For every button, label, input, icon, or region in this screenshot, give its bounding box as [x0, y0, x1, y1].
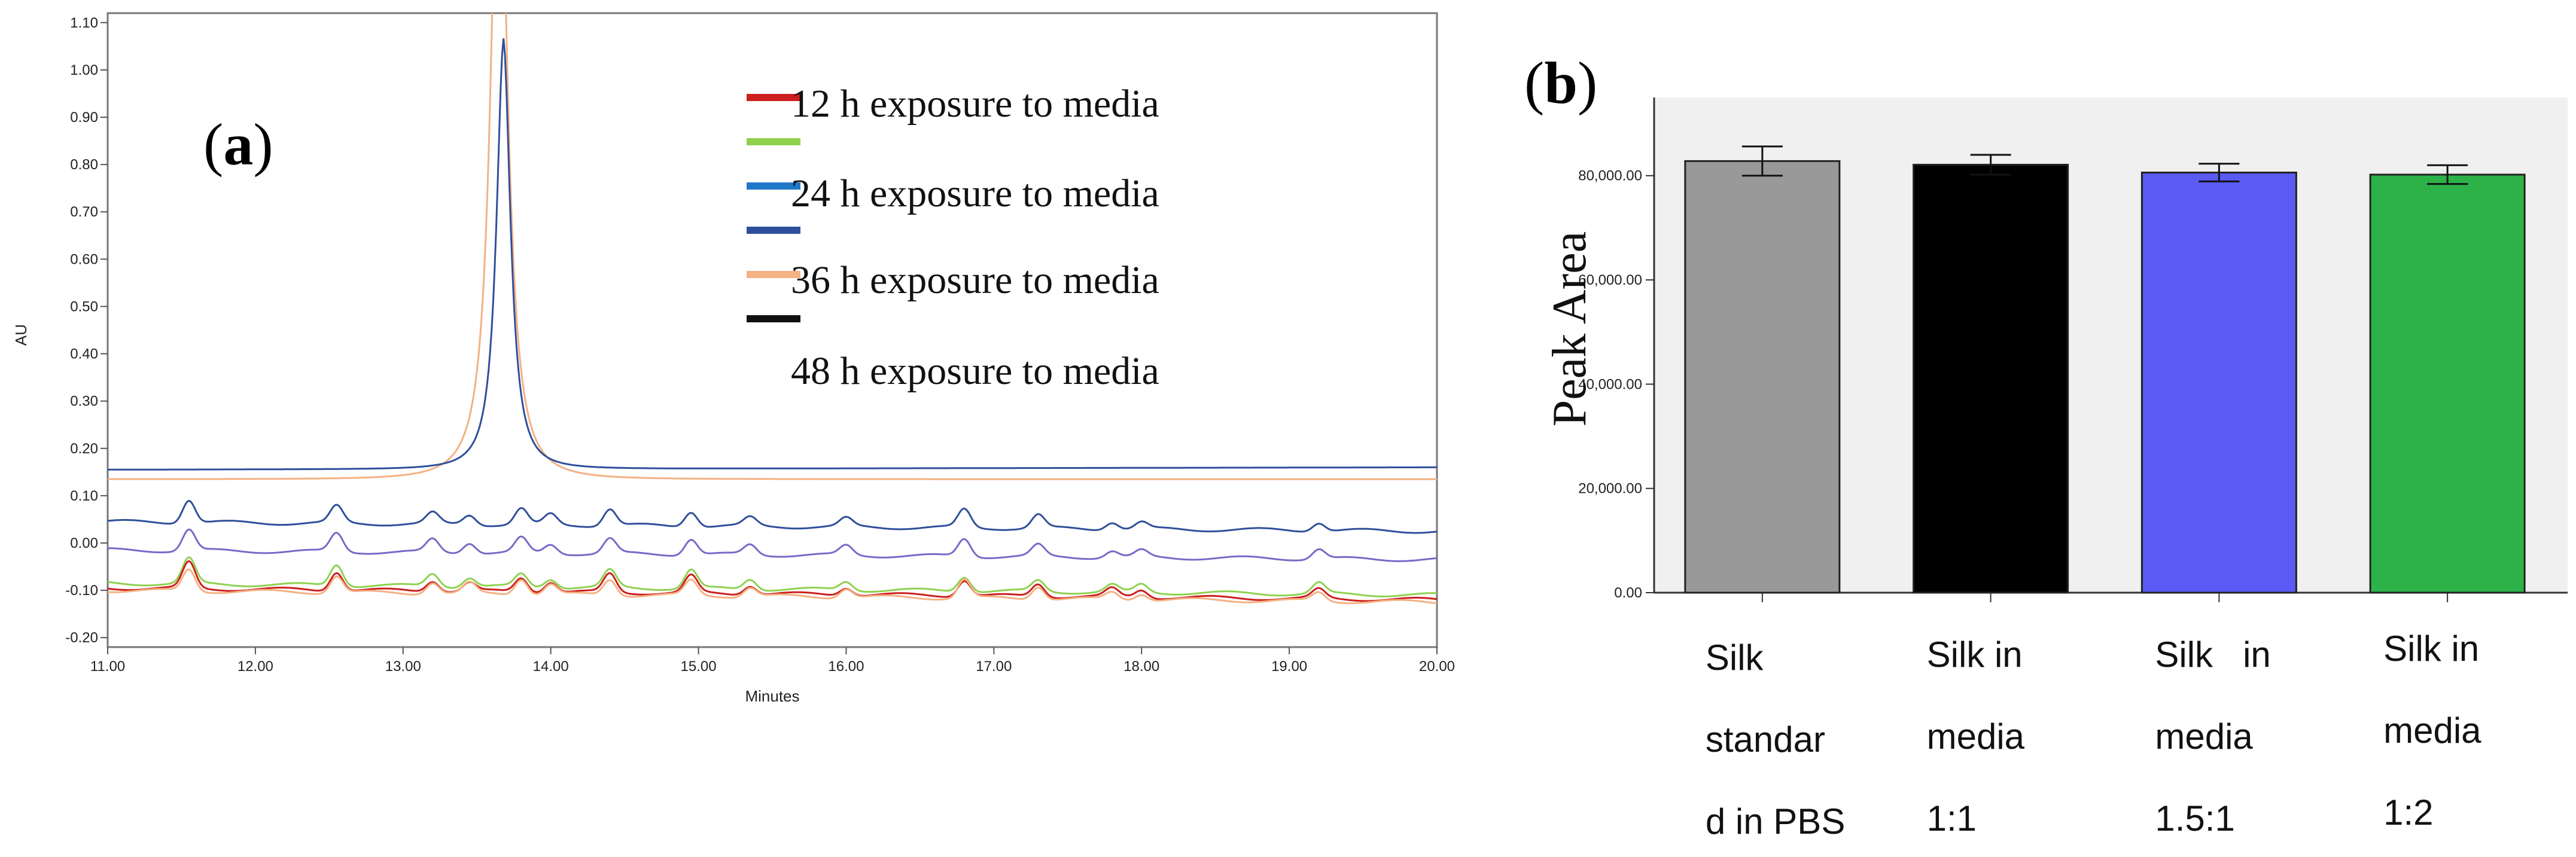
panel-label-a: (a)	[203, 111, 273, 178]
chart-a-legend-swatch	[747, 271, 800, 278]
chart-b-category-label: Silk in	[1927, 635, 2023, 675]
chart-a-legend-swatch	[747, 94, 800, 101]
chart-b-category-label: 1:2	[2383, 792, 2433, 832]
chart-a-xtick-label: 12.00	[237, 658, 273, 675]
panel-label-b-open: (	[1524, 50, 1544, 116]
chart-b-category-label: media	[2383, 710, 2481, 751]
panel-label-b-letter: b	[1544, 50, 1578, 116]
chart-b-category-label: media	[2155, 716, 2253, 757]
chart-a-xtick-label: 17.00	[976, 658, 1012, 675]
chart-a-ytick-label: 0.50	[70, 298, 98, 315]
chart-b-ytick-label: 20,000.00	[1578, 481, 1642, 497]
chart-b-category-label: Silk in	[2383, 629, 2479, 669]
chart-a-ytick-label: -0.20	[65, 630, 98, 646]
chart-b-category-label: d in PBS	[1706, 801, 1845, 841]
chart-b-bar	[2369, 173, 2526, 594]
chart-b-category-label: Silk in	[2155, 635, 2270, 675]
chart-b-ytick-label: 40,000.00	[1578, 376, 1642, 392]
chart-a-series-line	[108, 568, 1437, 605]
chart-b-category-label: media	[1927, 716, 2025, 757]
chart-b-bar	[1684, 160, 1841, 594]
chart-b-ytick-label: 0.00	[1614, 585, 1642, 601]
chart-a-ytick-label: -0.10	[65, 582, 98, 599]
chart-b-category-label: standar	[1706, 719, 1825, 760]
chart-b-category-label: Silk	[1706, 638, 1764, 678]
chart-a-xtick-label: 15.00	[681, 658, 717, 675]
chart-a-legend-swatch	[747, 315, 800, 322]
panel-label-a-open: (	[203, 111, 223, 178]
chart-a-ytick-label: 0.10	[70, 488, 98, 504]
chart-a-ytick-label: 0.20	[70, 441, 98, 457]
chart-a-legend-label: 12 h exposure to media	[791, 82, 1159, 126]
chart-b-bar	[2140, 172, 2297, 594]
chart-a-ytick-label: 0.40	[70, 346, 98, 362]
chart-a-legend: 12 h exposure to media 24 h exposure to m…	[747, 82, 1159, 393]
chart-a-xlabel: Minutes	[745, 687, 799, 705]
chart-a-ytick-label: 0.80	[70, 157, 98, 173]
chart-b-bar	[1913, 163, 2069, 594]
chart-a-ytick-label: 1.00	[70, 62, 98, 78]
chart-b-ytick-label: 80,000.00	[1578, 168, 1642, 184]
chart-a-series	[108, 13, 1437, 605]
chart-a-ytick-label: 0.30	[70, 394, 98, 410]
chart-a-ytick-label: 1.10	[70, 15, 98, 31]
panel-label-b-close: )	[1578, 50, 1597, 116]
chart-a-ytick-label: 0.60	[70, 251, 98, 267]
chart-a-xtick-label: 19.00	[1271, 658, 1307, 675]
chart-a-xtick-label: 20.00	[1419, 658, 1455, 675]
chart-a-xtick-label: 18.00	[1123, 658, 1159, 675]
chart-a-xtick-label: 16.00	[828, 658, 864, 675]
chart-b-bars	[1684, 145, 2526, 594]
panel-label-a-letter: a	[223, 111, 253, 178]
chart-a-ytick-label: 0.00	[70, 535, 98, 551]
chart-a-series-line	[108, 13, 1437, 480]
panel-label-a-close: )	[253, 111, 273, 178]
chart-a-legend-swatch	[747, 182, 800, 190]
chart-b: 0.00 20,000.00 40,000.00 60,000.00 80,000.00…	[1524, 50, 2568, 841]
chart-a-axes: -0.20 -0.10 0.00 0.10 0.20 0.30 0.40 0.50 0.60 0.…	[65, 15, 1455, 675]
chart-a-legend-label: 36 h exposure to media	[791, 258, 1159, 302]
chart-a-series-line	[108, 556, 1437, 597]
chart-a-ylabel: AU	[12, 324, 30, 346]
chart-a: -0.20 -0.10 0.00 0.10 0.20 0.30 0.40 0.50 0.60 0.…	[12, 12, 1455, 705]
chart-a-series-line	[108, 499, 1437, 534]
chart-a-xtick-label: 13.00	[385, 658, 421, 675]
chart-a-plot-area	[106, 12, 1438, 648]
chart-b-category-label: 1:1	[1927, 798, 1977, 838]
chart-a-legend-swatch	[747, 138, 800, 145]
chart-a-legend-label: 24 h exposure to media	[791, 172, 1159, 215]
chart-a-series-line	[108, 528, 1437, 562]
chart-a-xtick-label: 11.00	[90, 658, 125, 675]
chart-b-ytick-label: 60,000.00	[1578, 272, 1642, 288]
chart-a-ytick-label: 0.90	[70, 109, 98, 126]
chart-a-ytick-label: 0.70	[70, 204, 98, 220]
panel-label-b: (b)	[1524, 50, 1597, 116]
chart-b-category-label: 1.5:1	[2155, 798, 2234, 838]
chart-b-ylabel: Peak Area	[1543, 231, 1596, 427]
chart-a-legend-label: 48 h exposure to media	[791, 349, 1159, 393]
chart-a-legend-swatch	[747, 227, 800, 234]
chart-b-categories: Silk standar d in PBS Silk in media 1:1 Silk i…	[1706, 629, 2481, 841]
chart-a-xtick-label: 14.00	[533, 658, 569, 675]
chart-a-series-line	[108, 38, 1437, 471]
